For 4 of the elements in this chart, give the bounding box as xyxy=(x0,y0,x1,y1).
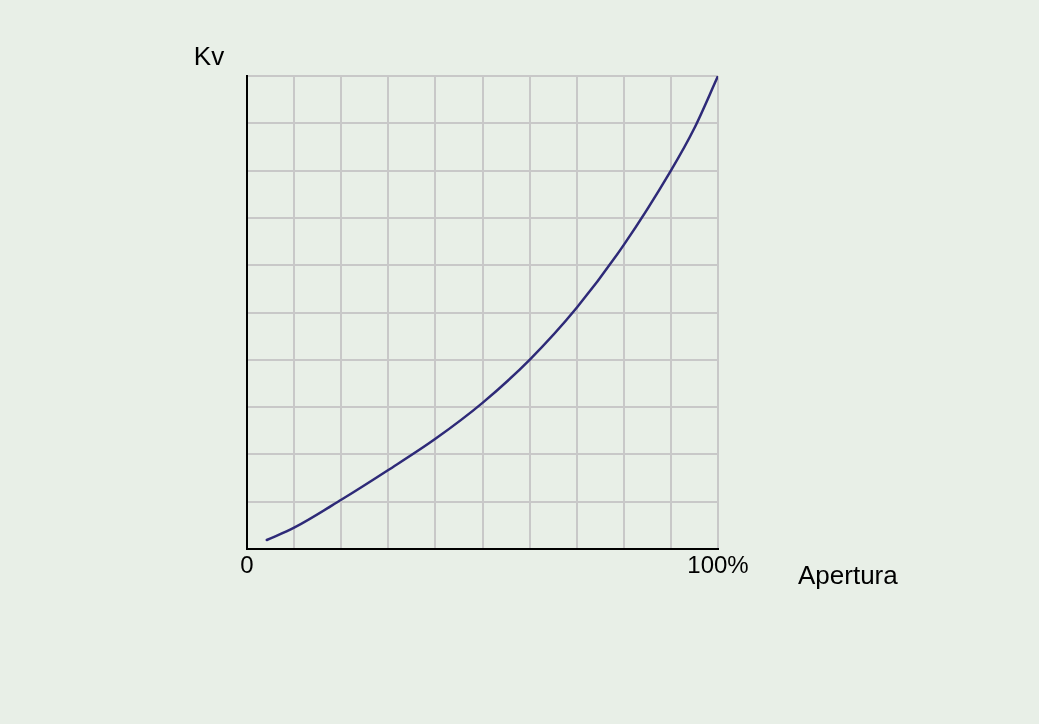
x-axis-title: Apertura xyxy=(798,560,899,591)
x-tick-label: 100% xyxy=(687,551,749,579)
x-tick-label: 0 xyxy=(240,551,254,579)
y-axis-title: Kv xyxy=(193,41,225,72)
